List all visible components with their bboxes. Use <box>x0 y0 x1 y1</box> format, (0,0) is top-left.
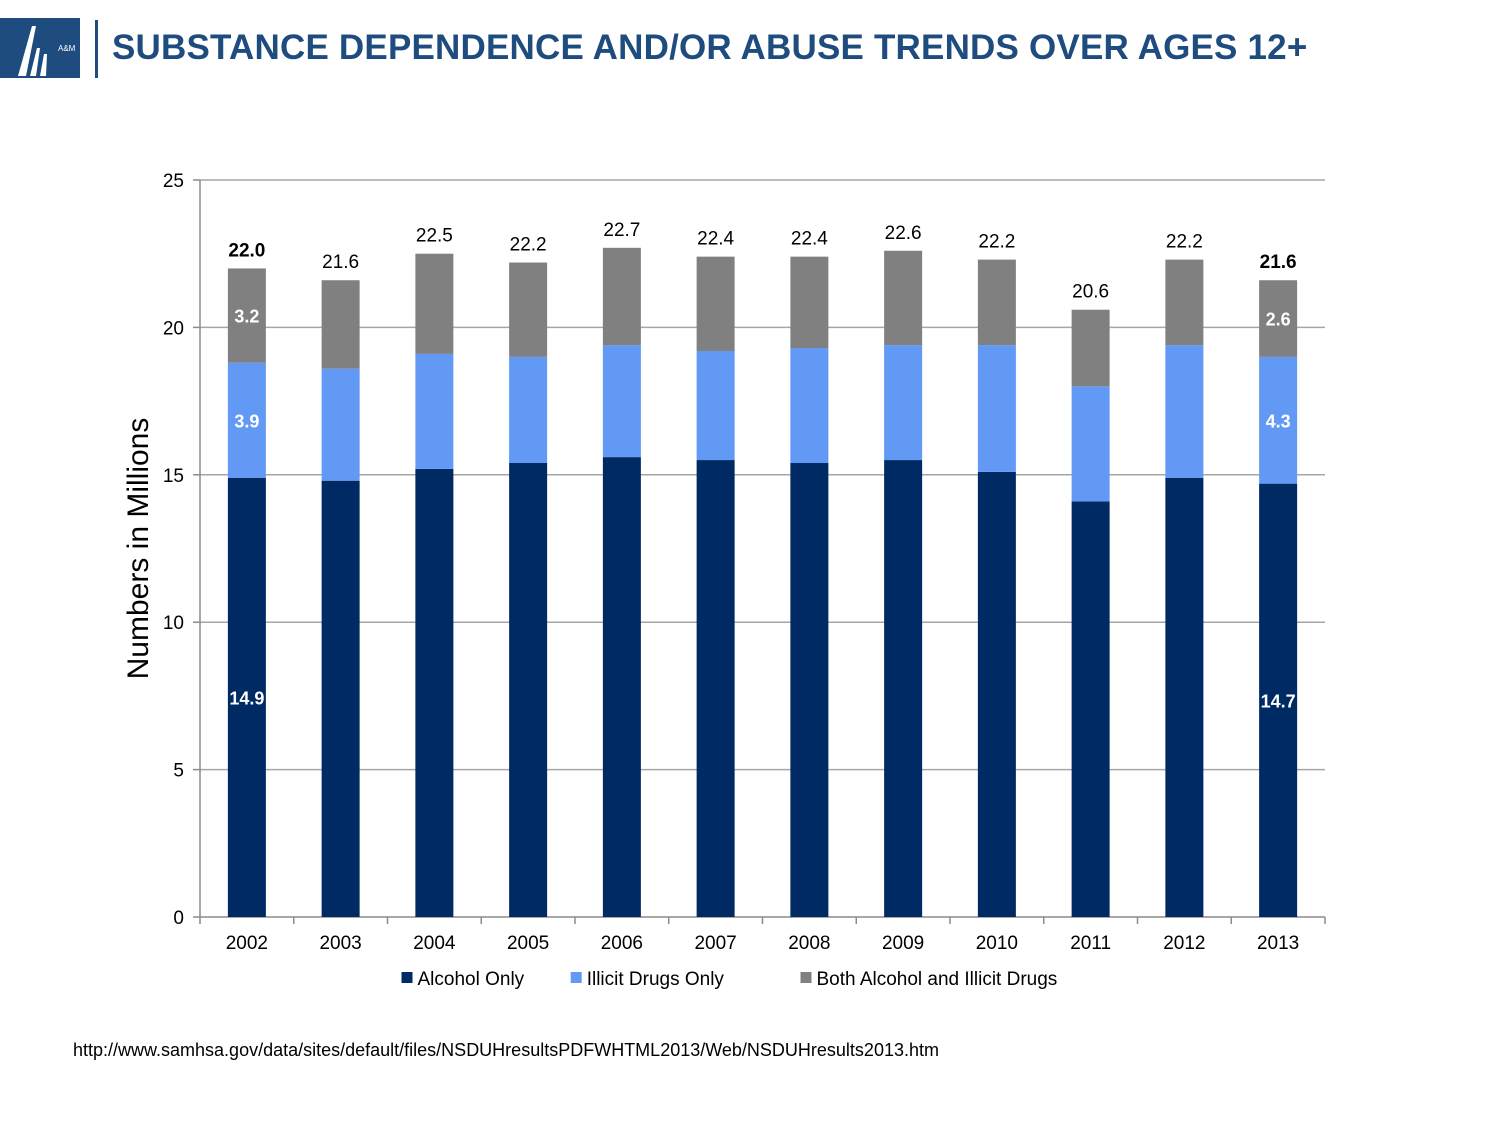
bar-segment-2011-s0 <box>1071 501 1110 917</box>
bar-segment-2012-s0 <box>1165 477 1204 917</box>
legend-swatch-1 <box>570 972 582 983</box>
bar-segment-2007-s1 <box>696 350 735 461</box>
legend-label-2: Both Alcohol and Illicit Drugs <box>817 969 1058 990</box>
bar-segment-2012-s1 <box>1165 345 1204 478</box>
x-tick-label: 2010 <box>976 933 1018 954</box>
total-label-2005: 22.2 <box>510 235 547 256</box>
x-tick-label: 2006 <box>601 933 643 954</box>
x-tick-label: 2011 <box>1070 933 1111 954</box>
bar-segment-2003-s2 <box>321 280 360 369</box>
total-label-2010: 22.2 <box>978 232 1015 253</box>
page-title: SUBSTANCE DEPENDENCE AND/OR ABUSE TRENDS… <box>112 28 1308 67</box>
bar-segment-2004-s2 <box>415 253 454 354</box>
bar-segment-2008-s2 <box>790 256 829 349</box>
bar-segment-2003-s1 <box>321 368 360 481</box>
y-tick-label: 25 <box>163 171 184 192</box>
x-tick-label: 2003 <box>319 933 361 954</box>
bar-segment-2012-s2 <box>1165 259 1204 346</box>
x-tick-label: 2002 <box>226 933 268 954</box>
x-tick-label: 2007 <box>694 933 736 954</box>
bar-data-label: 2.6 <box>1266 310 1291 330</box>
y-tick-label: 15 <box>163 466 184 487</box>
bar-data-label: 14.9 <box>229 688 264 708</box>
bar-segment-2013-s2 <box>1259 280 1298 357</box>
y-tick-label: 10 <box>163 613 184 634</box>
bar-segment-2010-s1 <box>977 345 1016 472</box>
y-tick-label: 0 <box>173 908 184 929</box>
total-label-2012: 22.2 <box>1166 232 1203 253</box>
bar-segment-2002-s0 <box>227 477 266 917</box>
bar-data-label: 14.7 <box>1261 691 1296 711</box>
bar-segment-2008-s0 <box>790 463 829 917</box>
source-link[interactable]: http://www.samhsa.gov/data/sites/default… <box>73 1040 939 1060</box>
x-tick-label: 2013 <box>1257 933 1299 954</box>
total-label-2002: 22.0 <box>228 240 265 261</box>
total-label-2009: 22.6 <box>885 223 922 244</box>
bar-segment-2004-s1 <box>415 353 454 469</box>
legend-label-0: Alcohol Only <box>418 969 525 990</box>
x-tick-label: 2008 <box>788 933 830 954</box>
bar-segment-2008-s1 <box>790 348 829 464</box>
company-logo: A&M <box>0 18 80 78</box>
legend-swatch-2 <box>800 972 812 983</box>
x-tick-label: 2005 <box>507 933 549 954</box>
bar-segment-2005-s1 <box>509 356 548 464</box>
x-tick-label: 2004 <box>413 933 456 954</box>
y-tick-label: 5 <box>173 761 184 782</box>
bar-segment-2007-s2 <box>696 256 735 351</box>
bar-segment-2005-s2 <box>509 262 548 357</box>
bar-data-label: 4.3 <box>1266 411 1291 431</box>
stacked-bar-chart: 0 5 10 15 20 25 Numbers in Millions 14.9 3.9 3.2 2… <box>122 171 1326 990</box>
bar-segment-2002-s2 <box>227 268 266 363</box>
total-label-2007: 22.4 <box>697 229 734 250</box>
total-label-2003: 21.6 <box>322 252 359 273</box>
bar-segment-2002-s1 <box>227 362 266 478</box>
bar-segment-2009-s0 <box>884 460 923 917</box>
title-divider <box>95 20 98 78</box>
bar-segment-2011-s1 <box>1071 386 1110 502</box>
bar-segment-2010-s2 <box>977 259 1016 346</box>
legend-swatch-0 <box>401 972 413 983</box>
y-tick-label: 20 <box>163 318 184 339</box>
x-tick-label: 2009 <box>882 933 924 954</box>
total-label-2013: 21.6 <box>1260 252 1297 273</box>
bar-segment-2011-s2 <box>1071 309 1110 387</box>
bar-segment-2006-s1 <box>602 345 641 458</box>
total-label-2008: 22.4 <box>791 229 828 250</box>
am-logo-icon <box>18 26 47 76</box>
x-tick-label: 2012 <box>1163 933 1205 954</box>
bar-segment-2005-s0 <box>509 463 548 917</box>
bar-segment-2007-s0 <box>696 460 735 917</box>
bar-segment-2009-s2 <box>884 250 923 346</box>
logo-text: A&M <box>58 44 76 53</box>
bar-data-label: 3.2 <box>234 307 259 327</box>
bar-data-label: 3.9 <box>234 411 259 431</box>
bar-segment-2010-s0 <box>977 471 1016 917</box>
total-label-2006: 22.7 <box>603 220 640 241</box>
total-label-2004: 22.5 <box>416 226 453 247</box>
bar-segment-2013-s0 <box>1259 483 1298 917</box>
y-axis-title: Numbers in Millions <box>122 418 155 680</box>
bar-segment-2006-s0 <box>602 457 641 917</box>
bar-segment-2003-s0 <box>321 480 360 917</box>
total-label-2011: 20.6 <box>1072 282 1109 303</box>
legend-label-1: Illicit Drugs Only <box>587 969 725 990</box>
bar-segment-2009-s1 <box>884 345 923 461</box>
bar-segment-2006-s2 <box>602 247 641 346</box>
bar-segment-2004-s0 <box>415 468 454 917</box>
bar-segment-2013-s1 <box>1259 356 1298 484</box>
